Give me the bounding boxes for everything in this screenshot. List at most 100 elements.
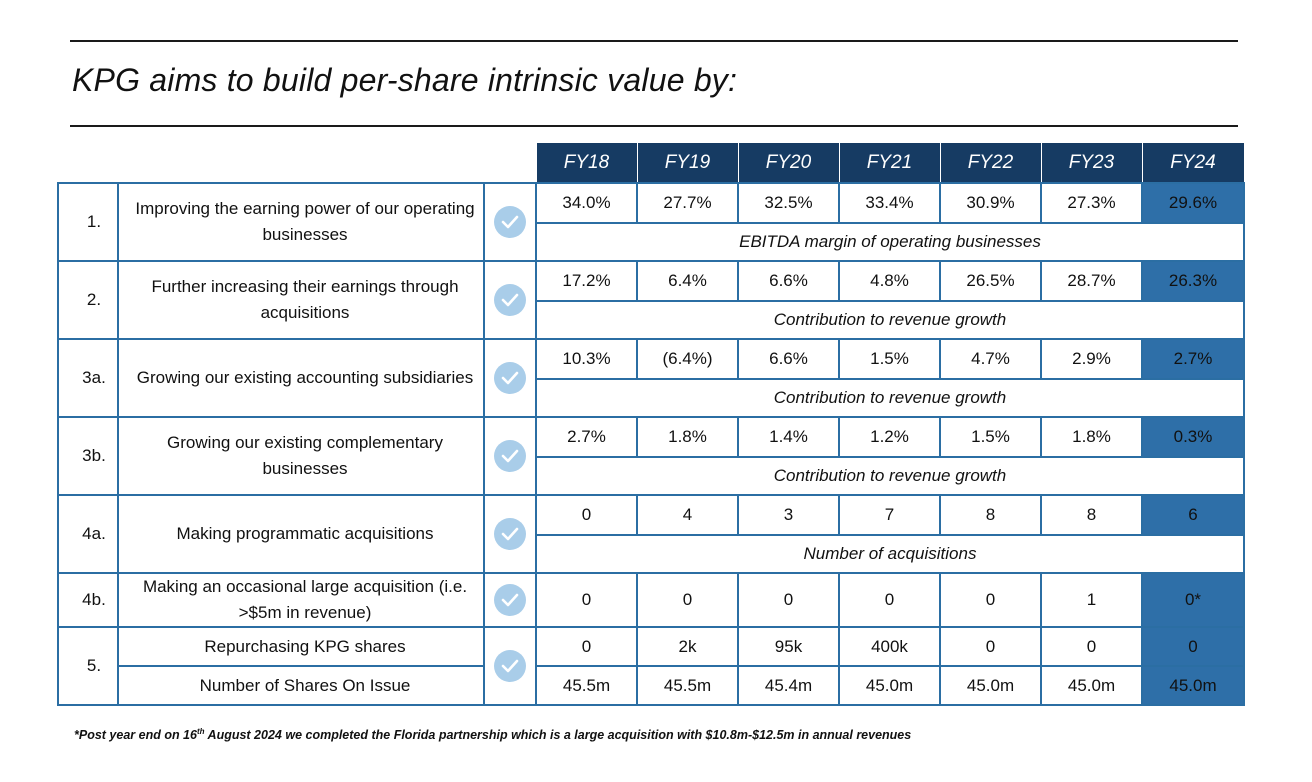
value-cell: 34.0% xyxy=(535,182,638,224)
metric-row: 3a. Growing our existing accounting subsi… xyxy=(57,338,1245,418)
top-rule xyxy=(70,40,1238,42)
value-cell: 2.9% xyxy=(1040,338,1143,380)
value-cell: 45.5m xyxy=(535,665,638,706)
value-cell: 6 xyxy=(1141,494,1245,536)
value-cell: 400k xyxy=(838,626,941,667)
value-cell: 4.7% xyxy=(939,338,1042,380)
year-header-row: FY18 FY19 FY20 FY21 FY22 FY23 FY24 xyxy=(58,143,1245,183)
metric-caption: EBITDA margin of operating businesses xyxy=(535,222,1245,262)
row-description: Number of Shares On Issue xyxy=(117,665,485,706)
value-cell: 1.4% xyxy=(737,416,840,458)
value-cell: 29.6% xyxy=(1141,182,1245,224)
value-cell: 28.7% xyxy=(1040,260,1143,302)
footnote-text-2: August 2024 we completed the Florida par… xyxy=(204,728,912,743)
metric-caption: Number of acquisitions xyxy=(535,534,1245,574)
row-number: 5. xyxy=(57,626,119,706)
check-circle-icon xyxy=(494,584,526,616)
check-cell xyxy=(483,626,537,706)
check-cell xyxy=(483,572,537,628)
row-number: 2. xyxy=(57,260,119,340)
check-cell xyxy=(483,182,537,262)
value-cell: 26.5% xyxy=(939,260,1042,302)
value-cell: 45.5m xyxy=(636,665,739,706)
check-circle-icon xyxy=(494,362,526,394)
value-cell: 8 xyxy=(939,494,1042,536)
value-cell: 0 xyxy=(535,572,638,628)
value-cell: 1.5% xyxy=(838,338,941,380)
year-header: FY24 xyxy=(1141,143,1245,183)
year-header: FY18 xyxy=(535,143,638,183)
value-cell: 2.7% xyxy=(1141,338,1245,380)
value-cell: 1 xyxy=(1040,572,1143,628)
metric-row: 2. Further increasing their earnings thro… xyxy=(57,260,1245,340)
value-cell: 1.8% xyxy=(1040,416,1143,458)
metric-row: 1. Improving the earning power of our ope… xyxy=(57,182,1245,262)
row-number: 1. xyxy=(57,182,119,262)
value-cell: 6.4% xyxy=(636,260,739,302)
value-cell: 2k xyxy=(636,626,739,667)
value-cell: 95k xyxy=(737,626,840,667)
caption-row: EBITDA margin of operating businesses xyxy=(58,222,1245,262)
value-cell: 0.3% xyxy=(1141,416,1245,458)
value-cell: 32.5% xyxy=(737,182,840,224)
value-cell: 30.9% xyxy=(939,182,1042,224)
check-circle-icon xyxy=(494,518,526,550)
row-description: Repurchasing KPG shares xyxy=(117,626,485,667)
row-number: 3a. xyxy=(57,338,119,418)
value-cell: 8 xyxy=(1040,494,1143,536)
value-cell: 0 xyxy=(636,572,739,628)
year-header: FY21 xyxy=(838,143,941,183)
value-cell: 45.0m xyxy=(939,665,1042,706)
value-cell: 27.7% xyxy=(636,182,739,224)
check-cell xyxy=(483,338,537,418)
value-cell: 17.2% xyxy=(535,260,638,302)
check-cell xyxy=(483,494,537,574)
value-cell: 4 xyxy=(636,494,739,536)
value-cell: 0 xyxy=(939,626,1042,667)
footnote: *Post year end on 16th August 2024 we co… xyxy=(74,722,974,745)
metric-row: 5. Repurchasing KPG shares 0 2k 95k 400k 0 0 0 xyxy=(57,626,1245,706)
check-cell xyxy=(483,260,537,340)
caption-row: Number of acquisitions xyxy=(58,534,1245,574)
value-cell: (6.4%) xyxy=(636,338,739,380)
row-description: Improving the earning power of our opera… xyxy=(117,182,485,262)
value-cell: 45.0m xyxy=(1141,665,1245,706)
row-number: 3b. xyxy=(57,416,119,496)
value-cell: 33.4% xyxy=(838,182,941,224)
row-description: Making programmatic acquisitions xyxy=(117,494,485,574)
value-cell: 45.4m xyxy=(737,665,840,706)
value-cell: 3 xyxy=(737,494,840,536)
value-cell: 0 xyxy=(535,626,638,667)
metric-caption: Contribution to revenue growth xyxy=(535,300,1245,340)
check-circle-icon xyxy=(494,206,526,238)
value-cell: 1.8% xyxy=(636,416,739,458)
value-cell: 6.6% xyxy=(737,260,840,302)
metric-caption: Contribution to revenue growth xyxy=(535,378,1245,418)
check-circle-icon xyxy=(494,650,526,682)
caption-row: Contribution to revenue growth xyxy=(58,378,1245,418)
check-circle-icon xyxy=(494,284,526,316)
value-cell: 2.7% xyxy=(535,416,638,458)
value-cell: 45.0m xyxy=(1040,665,1143,706)
value-cell: 27.3% xyxy=(1040,182,1143,224)
metric-row: 4a. Making programmatic acquisitions 0 4 3 7 8… xyxy=(57,494,1245,574)
check-cell xyxy=(483,416,537,496)
metric-caption: Contribution to revenue growth xyxy=(535,456,1245,496)
value-cell: 26.3% xyxy=(1141,260,1245,302)
value-cell: 10.3% xyxy=(535,338,638,380)
value-cell: 0 xyxy=(535,494,638,536)
year-header: FY23 xyxy=(1040,143,1143,183)
value-cell: 4.8% xyxy=(838,260,941,302)
caption-row: Contribution to revenue growth xyxy=(58,300,1245,340)
value-cell: 6.6% xyxy=(737,338,840,380)
value-cell: 0 xyxy=(1141,626,1245,667)
value-cell: 1.2% xyxy=(838,416,941,458)
check-circle-icon xyxy=(494,440,526,472)
value-cell: 0* xyxy=(1141,572,1245,628)
row-description: Growing our existing accounting subsidia… xyxy=(117,338,485,418)
footnote-sup: th xyxy=(196,727,205,736)
value-cell: 0 xyxy=(737,572,840,628)
metric-row: Number of Shares On Issue 45.5m 45.5m 45.4m… xyxy=(58,665,1245,706)
row-number: 4b. xyxy=(57,572,119,628)
metrics-table: FY18 FY19 FY20 FY21 FY22 FY23 FY24 1. Imp… xyxy=(57,143,1245,706)
